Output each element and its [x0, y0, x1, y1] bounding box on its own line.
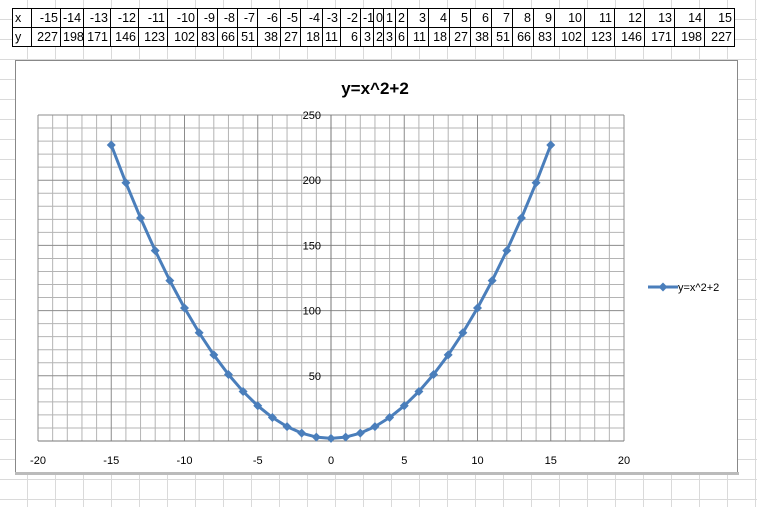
- cell-y[interactable]: 227: [704, 27, 735, 47]
- data-point[interactable]: [326, 433, 336, 443]
- cell-y[interactable]: 83: [533, 27, 555, 47]
- data-point[interactable]: [136, 213, 146, 223]
- cell-x[interactable]: -14: [60, 8, 84, 28]
- data-point[interactable]: [414, 386, 424, 396]
- data-point[interactable]: [121, 178, 131, 188]
- data-point[interactable]: [282, 422, 292, 432]
- y-tick-label: 100: [303, 306, 321, 318]
- chart-area[interactable]: [15, 60, 738, 474]
- cell-y[interactable]: 102: [554, 27, 585, 47]
- table-row-y: y 227 198 171 146 123 102 83 66 51 38 27 18 11 6 3 2 3 6 11…: [12, 27, 735, 47]
- data-point[interactable]: [443, 350, 453, 360]
- data-table: x -15 -14 -13 -12 -11 -10 -9 -8 -7 -6 -5 -4 -3 -2 -1 0 1 2…: [12, 8, 735, 47]
- data-point[interactable]: [399, 401, 409, 411]
- y-tick-label: 50: [309, 371, 321, 383]
- cell-y[interactable]: 83: [197, 27, 218, 47]
- data-point[interactable]: [370, 422, 380, 432]
- data-point[interactable]: [209, 350, 219, 360]
- x-tick-label: 15: [545, 455, 557, 467]
- data-point[interactable]: [487, 276, 497, 286]
- data-point[interactable]: [531, 178, 541, 188]
- cell-y[interactable]: 27: [280, 27, 301, 47]
- x-tick-label: -20: [30, 455, 46, 467]
- data-point[interactable]: [311, 432, 321, 442]
- data-point[interactable]: [473, 303, 482, 313]
- cell-y[interactable]: 51: [491, 27, 513, 47]
- table-row-x: x -15 -14 -13 -12 -11 -10 -9 -8 -7 -6 -5 -4 -3 -2 -1 0 1 2…: [12, 8, 735, 28]
- cell-y[interactable]: 38: [470, 27, 492, 47]
- cell-y[interactable]: 38: [257, 27, 281, 47]
- cell-y[interactable]: 171: [644, 27, 675, 47]
- data-point[interactable]: [502, 246, 512, 256]
- y-tick-label: 150: [303, 240, 321, 252]
- data-point[interactable]: [341, 432, 351, 442]
- data-point[interactable]: [238, 386, 248, 396]
- data-point[interactable]: [180, 303, 189, 313]
- cell-x[interactable]: -11: [138, 8, 168, 28]
- data-point[interactable]: [106, 140, 116, 150]
- cell-y[interactable]: 227: [31, 27, 61, 47]
- data-point[interactable]: [223, 369, 233, 379]
- legend-label[interactable]: y=x^2+2: [678, 282, 719, 294]
- cell-y[interactable]: 18: [300, 27, 323, 47]
- data-point[interactable]: [297, 428, 307, 438]
- x-tick-label: 10: [471, 455, 483, 467]
- x-tick-label: 20: [618, 455, 630, 467]
- cell-y[interactable]: 66: [512, 27, 534, 47]
- data-point[interactable]: [355, 428, 365, 438]
- cell-x[interactable]: 15: [704, 8, 735, 28]
- cell-y[interactable]: 11: [407, 27, 429, 47]
- cell-y[interactable]: 51: [237, 27, 258, 47]
- data-point[interactable]: [194, 328, 204, 338]
- data-point[interactable]: [267, 413, 277, 423]
- chart-shadow: [15, 472, 739, 475]
- data-point[interactable]: [253, 401, 263, 411]
- data-point[interactable]: [546, 140, 556, 150]
- cell-y[interactable]: 123: [584, 27, 615, 47]
- data-point[interactable]: [458, 328, 468, 338]
- data-point[interactable]: [150, 246, 160, 256]
- x-tick-label: -10: [177, 455, 193, 467]
- cell-x[interactable]: 10: [554, 8, 585, 28]
- chart-title: y=x^2+2: [341, 79, 409, 98]
- data-point[interactable]: [429, 369, 439, 379]
- x-tick-label: -15: [103, 455, 119, 467]
- cell-x[interactable]: -15: [31, 8, 61, 28]
- x-tick-label: -5: [253, 455, 263, 467]
- data-point[interactable]: [165, 276, 175, 286]
- cell-y[interactable]: 6: [340, 27, 361, 47]
- cell-y[interactable]: 18: [428, 27, 450, 47]
- y-tick-label: 200: [303, 175, 321, 187]
- cell-y[interactable]: 171: [83, 27, 111, 47]
- x-tick-label: 0: [328, 455, 334, 467]
- legend-marker: [658, 282, 668, 292]
- data-point[interactable]: [385, 413, 395, 423]
- data-point[interactable]: [516, 213, 526, 223]
- x-tick-label: 5: [401, 455, 407, 467]
- cell-y[interactable]: 123: [138, 27, 168, 47]
- cell-y[interactable]: 198: [674, 27, 705, 47]
- y-tick-label: 250: [303, 110, 321, 122]
